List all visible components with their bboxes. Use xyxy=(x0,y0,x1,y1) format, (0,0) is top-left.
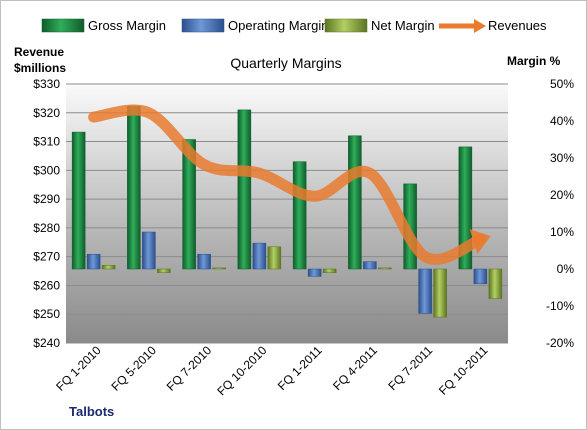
y-right-label: Margin % xyxy=(507,54,561,68)
legend-revenues: Revenues xyxy=(439,18,547,33)
net-margin-bar xyxy=(212,267,226,270)
legend-swatch-net xyxy=(324,18,368,33)
net-margin-bar xyxy=(322,268,337,273)
y-left-tick-label: $310 xyxy=(33,135,60,149)
operating-margin-bar xyxy=(252,242,267,270)
legend-label-net: Net Margin xyxy=(371,18,435,33)
y-right-tick-label: -10% xyxy=(546,299,574,313)
gross-margin-bar xyxy=(71,131,86,270)
operating-margin-bar xyxy=(473,268,488,285)
y-right-tick-label: 40% xyxy=(550,114,574,128)
chart-title: Quarterly Margins xyxy=(230,55,341,71)
y-right-axis: 50% 40% 30% 20% 10% 0% -10% -20% xyxy=(546,77,574,350)
gross-margin-bar xyxy=(458,146,473,270)
gross-margin-bar xyxy=(348,135,362,270)
legend-label-gross: Gross Margin xyxy=(88,18,166,33)
y-right-tick-label: 20% xyxy=(550,188,574,202)
operating-margin-bar xyxy=(363,261,377,270)
y-left-tick-label: $270 xyxy=(33,250,60,264)
revenue-arrowhead xyxy=(469,229,491,254)
operating-margin-bar xyxy=(197,253,211,270)
gross-margin-bar xyxy=(292,161,307,270)
y-left-tick-label: $260 xyxy=(33,278,60,292)
y-left-label-line1: Revenue xyxy=(14,45,64,59)
legend-label-operating: Operating Margin xyxy=(228,18,328,33)
y-right-tick-label: -20% xyxy=(546,336,574,350)
operating-margin-bar xyxy=(307,268,322,277)
legend-swatch-operating xyxy=(181,18,225,33)
net-margin-bar xyxy=(157,268,171,273)
operating-margin-bar xyxy=(142,231,156,270)
y-right-tick-label: 50% xyxy=(550,77,574,91)
company-label: Talbots xyxy=(69,404,114,419)
revenue-series xyxy=(88,104,491,265)
legend-net-margin: Net Margin xyxy=(324,18,435,33)
bars xyxy=(71,105,503,318)
gross-margin-bar xyxy=(237,109,252,270)
legend-gross-margin: Gross Margin xyxy=(41,18,166,33)
gross-margin-bar xyxy=(127,105,141,270)
revenue-line xyxy=(88,104,486,265)
net-margin-bar xyxy=(267,246,282,270)
legend: Gross Margin Operating Margin Net Margin… xyxy=(41,18,547,33)
legend-operating-margin: Operating Margin xyxy=(181,18,328,33)
net-margin-bar xyxy=(101,265,116,270)
y-right-tick-label: 30% xyxy=(550,151,574,165)
y-left-tick-label: $330 xyxy=(33,77,60,91)
y-right-tick-label: 0% xyxy=(557,262,575,276)
y-left-tick-label: $320 xyxy=(33,106,60,120)
net-margin-bar xyxy=(488,268,503,299)
legend-arrow-revenues xyxy=(474,19,486,33)
gross-margin-bar xyxy=(182,139,196,270)
operating-margin-bar xyxy=(418,268,432,314)
y-left-tick-label: $290 xyxy=(33,192,60,206)
legend-swatch-gross xyxy=(41,18,85,33)
operating-margin-bar xyxy=(86,253,101,270)
y-left-tick-label: $280 xyxy=(33,221,60,235)
net-margin-bar xyxy=(378,267,392,270)
y-left-tick-label: $300 xyxy=(33,163,60,177)
legend-label-revenues: Revenues xyxy=(488,18,547,33)
y-left-axis: $330 $320 $310 $300 $290 $280 $270 $260 $250 $240 xyxy=(33,77,60,350)
y-left-tick-label: $240 xyxy=(33,336,60,350)
y-left-tick-label: $250 xyxy=(33,307,60,321)
y-right-tick-label: 10% xyxy=(550,225,574,239)
y-left-label-line2: $millions xyxy=(14,61,66,75)
net-margin-bar xyxy=(433,268,447,318)
